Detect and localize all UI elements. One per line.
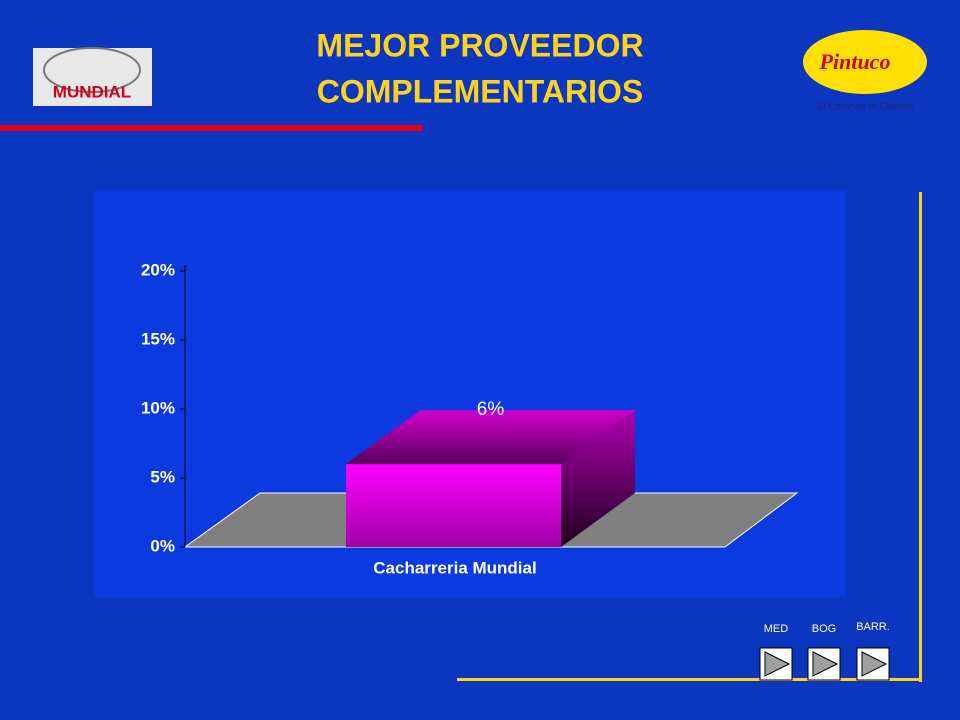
x-tick-label: Cacharreria Mundial [373,558,536,577]
slogan: El Color de la Calidad [817,102,914,113]
bar-side [561,410,635,547]
nav-arrow [861,651,888,677]
y-tick-label: 20% [141,260,175,279]
logo-right: Pintuco [819,49,891,74]
title-line: COMPLEMENTARIOS [317,73,644,109]
red-rule [0,125,423,131]
y-tick-label: 0% [150,536,175,555]
y-tick-label: 5% [150,467,175,486]
logo-left: MUNDIAL [53,82,131,101]
bar-top [346,410,635,465]
logo-right-badge [803,30,927,94]
yellow-rule [919,192,922,682]
bar [346,464,561,547]
nav-button[interactable]: BOG [807,623,841,681]
nav-label: BOG [812,623,836,635]
y-tick-label: 15% [141,329,175,348]
value-label: 6% [477,399,505,420]
nav: MED BOG BARR. [759,621,890,681]
y-tick-label: 10% [141,398,175,417]
title-line: MEJOR PROVEEDOR [316,27,643,63]
nav-button[interactable]: BARR. [856,621,890,681]
nav-label: MED [764,623,789,635]
nav-button[interactable]: MED [759,623,793,681]
nav-label: BARR. [856,621,890,633]
logo-globe [43,47,141,93]
yellow-rule [457,678,922,681]
nav-arrow [812,651,839,677]
nav-arrow [764,651,791,677]
